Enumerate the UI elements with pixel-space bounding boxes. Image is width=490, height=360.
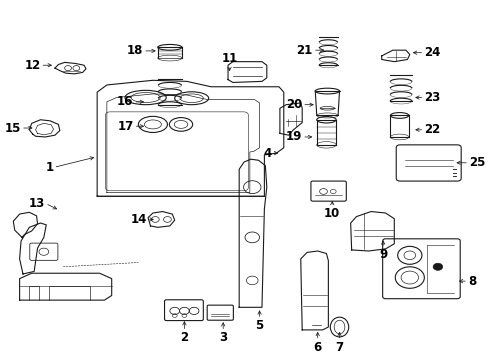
Text: 1: 1 (46, 161, 53, 174)
Text: 8: 8 (468, 275, 476, 288)
Text: 17: 17 (117, 120, 133, 133)
Text: 2: 2 (180, 331, 189, 344)
Text: 11: 11 (221, 52, 238, 65)
Text: 16: 16 (117, 95, 133, 108)
Text: 21: 21 (296, 44, 313, 57)
Text: 20: 20 (286, 98, 302, 111)
Text: 6: 6 (314, 341, 322, 354)
Text: 15: 15 (5, 122, 21, 135)
Text: 7: 7 (336, 341, 343, 354)
Text: 23: 23 (424, 91, 441, 104)
Text: 22: 22 (424, 123, 441, 136)
Text: 3: 3 (219, 331, 227, 344)
Circle shape (433, 263, 443, 270)
Text: 25: 25 (469, 156, 485, 169)
Text: 4: 4 (264, 147, 271, 159)
Text: 13: 13 (29, 197, 45, 210)
Text: 10: 10 (324, 207, 341, 220)
Text: 19: 19 (286, 130, 302, 144)
Text: 18: 18 (127, 44, 143, 57)
Text: 12: 12 (24, 59, 41, 72)
Text: 9: 9 (379, 248, 387, 261)
Text: 24: 24 (424, 46, 441, 59)
Text: 5: 5 (255, 319, 264, 332)
Text: 14: 14 (131, 213, 147, 226)
